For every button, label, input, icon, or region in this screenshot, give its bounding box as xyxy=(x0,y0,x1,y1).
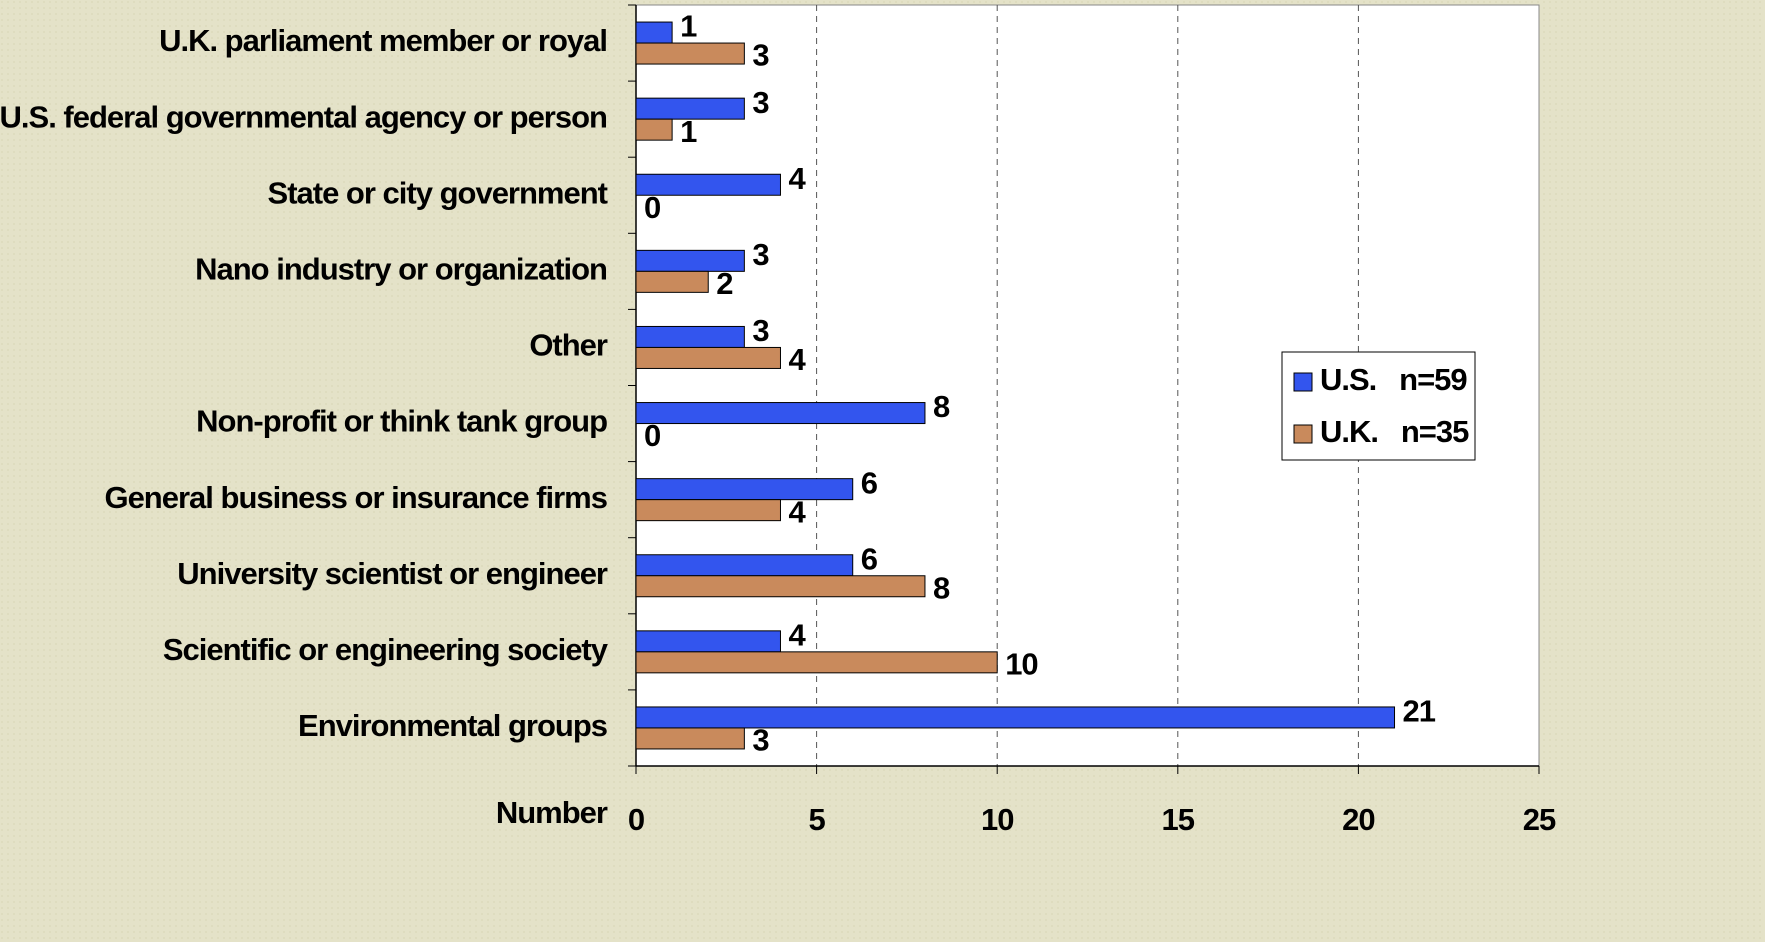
y-tick-label: University scientist or engineer xyxy=(177,556,608,591)
bar xyxy=(635,554,854,577)
value-label: 4 xyxy=(788,161,806,196)
value-label: 2 xyxy=(716,266,732,301)
bar xyxy=(635,325,745,348)
value-label: 8 xyxy=(933,570,950,605)
x-axis-label: Number xyxy=(496,795,608,830)
x-tick-label: 15 xyxy=(1162,802,1195,837)
bar xyxy=(635,402,926,425)
y-tick-label: State or city government xyxy=(268,175,608,210)
bar xyxy=(635,706,1396,729)
x-tick-label: 0 xyxy=(628,802,644,837)
y-tick-label: Environmental groups xyxy=(298,708,607,743)
bar xyxy=(635,270,709,293)
bar xyxy=(635,97,745,120)
value-label: 0 xyxy=(644,190,660,225)
value-label: 3 xyxy=(752,237,769,272)
legend-swatch xyxy=(1293,424,1313,444)
value-label: 1 xyxy=(680,114,697,149)
bar xyxy=(635,173,781,196)
legend-box xyxy=(1281,351,1476,461)
value-label: 3 xyxy=(752,723,769,758)
y-tick-label: Non-profit or think tank group xyxy=(196,404,607,439)
value-label: 3 xyxy=(752,85,769,120)
bar xyxy=(635,651,998,674)
legend-swatch xyxy=(1293,372,1313,392)
value-label: 1 xyxy=(680,9,697,44)
y-tick-label: U.K. parliament member or royal xyxy=(159,23,607,58)
value-label: 4 xyxy=(788,494,806,529)
bar xyxy=(635,346,781,369)
legend-label: U.S. n=59 xyxy=(1320,362,1467,397)
bar xyxy=(635,118,673,141)
x-tick-label: 5 xyxy=(808,802,825,837)
y-tick-label: Other xyxy=(529,328,608,363)
x-tick-label: 10 xyxy=(981,802,1013,837)
bar xyxy=(635,727,745,750)
y-tick-label: Nano industry or organization xyxy=(195,252,607,287)
value-label: 4 xyxy=(788,342,806,377)
y-tick-label: Scientific or engineering society xyxy=(163,632,609,667)
x-tick-label: 25 xyxy=(1523,802,1556,837)
value-label: 6 xyxy=(861,465,878,500)
value-label: 3 xyxy=(752,38,769,73)
bar xyxy=(635,630,781,653)
value-label: 4 xyxy=(788,618,806,653)
y-tick-label: U.S. federal governmental agency or pers… xyxy=(0,99,607,134)
bar xyxy=(635,42,745,65)
value-label: 6 xyxy=(861,541,878,576)
bar xyxy=(635,478,854,501)
legend-label: U.K. n=35 xyxy=(1320,414,1469,449)
value-label: 10 xyxy=(1005,647,1037,682)
x-tick-label: 20 xyxy=(1342,802,1374,837)
bar xyxy=(635,575,926,598)
bar xyxy=(635,21,673,44)
value-label: 3 xyxy=(752,313,769,348)
y-tick-label: General business or insurance firms xyxy=(104,480,607,515)
value-label: 21 xyxy=(1403,694,1436,729)
value-label: 0 xyxy=(644,418,660,453)
value-label: 8 xyxy=(933,389,950,424)
bar xyxy=(635,499,781,522)
